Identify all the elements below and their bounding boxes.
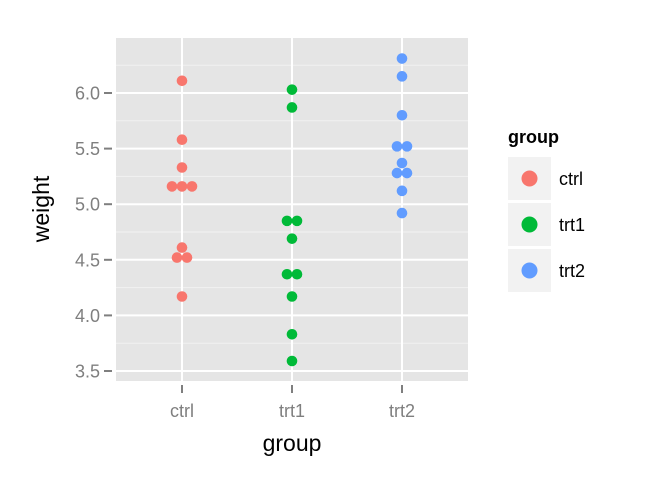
data-point-trt1 [286, 84, 298, 95]
y-tick-label: 5.0 [75, 195, 100, 215]
data-point-trt2 [401, 141, 413, 152]
legend-dot-icon [521, 170, 538, 187]
data-point-trt1 [286, 102, 298, 113]
legend: group ctrl trt1 trt2 [508, 127, 585, 292]
data-point-trt2 [396, 71, 408, 82]
legend-label: ctrl [559, 169, 583, 189]
x-axis: ctrl trt1 trt2 [170, 385, 415, 421]
legend-item-trt2: trt2 [508, 249, 585, 292]
y-tick-label: 4.0 [75, 306, 100, 326]
data-point-ctrl [166, 181, 178, 192]
x-tick-label: trt1 [279, 401, 305, 421]
y-axis-title: weight [28, 175, 54, 243]
x-tick-label: trt2 [389, 401, 415, 421]
data-point-trt2 [396, 185, 408, 197]
data-point-trt2 [391, 167, 403, 179]
data-point-trt2 [401, 167, 413, 179]
data-point-trt2 [396, 53, 408, 64]
data-point-trt1 [286, 291, 298, 302]
x-tick-label: ctrl [170, 401, 194, 421]
data-point-ctrl [176, 162, 188, 173]
data-point-trt2 [391, 141, 403, 152]
data-points [166, 53, 413, 367]
y-tick-label: 5.5 [75, 139, 100, 159]
data-point-ctrl [176, 75, 188, 87]
data-point-ctrl [181, 252, 193, 263]
data-point-ctrl [176, 181, 188, 192]
data-point-trt1 [281, 215, 293, 227]
y-tick-label: 3.5 [75, 362, 100, 382]
legend-title: group [508, 127, 559, 147]
data-point-trt1 [286, 329, 298, 340]
legend-dot-icon [521, 262, 538, 279]
y-tick-label: 4.5 [75, 250, 100, 270]
y-tick-label: 6.0 [75, 84, 100, 104]
legend-label: trt1 [559, 215, 585, 235]
data-point-trt1 [291, 215, 303, 227]
x-axis-title: group [263, 430, 322, 456]
legend-item-ctrl: ctrl [508, 157, 583, 200]
data-point-trt2 [396, 157, 408, 169]
data-point-trt1 [286, 355, 298, 367]
y-axis: 3.5 4.0 4.5 5.0 5.5 6.0 [75, 84, 112, 382]
legend-dot-icon [521, 216, 538, 233]
data-point-ctrl [176, 291, 188, 302]
legend-item-trt1: trt1 [508, 203, 585, 246]
data-point-ctrl [186, 181, 198, 192]
data-point-ctrl [171, 252, 183, 263]
legend-label: trt2 [559, 261, 585, 281]
data-point-ctrl [176, 242, 188, 253]
data-point-trt1 [286, 233, 298, 244]
data-point-ctrl [176, 134, 188, 146]
data-point-trt1 [281, 268, 293, 280]
data-point-trt2 [396, 109, 408, 121]
data-point-trt2 [396, 207, 408, 219]
data-point-trt1 [291, 268, 303, 280]
